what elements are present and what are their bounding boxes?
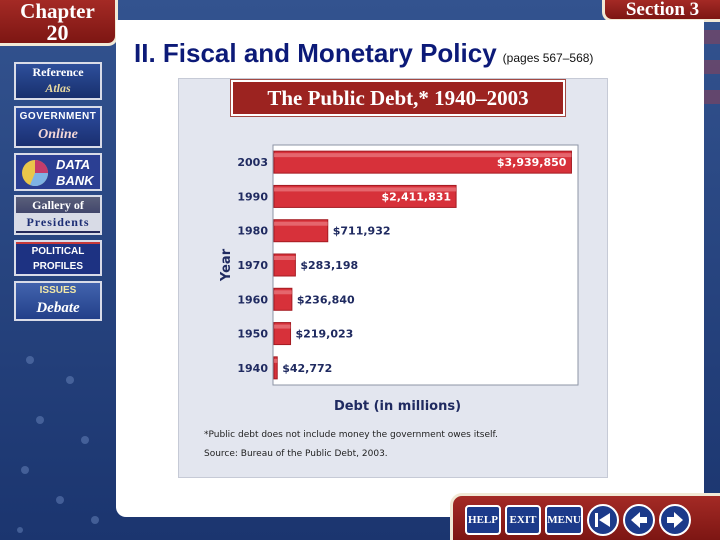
chapter-number: 20 [46, 20, 69, 45]
pie-chart-icon [22, 160, 48, 186]
data-bank-line1: DATA [56, 157, 91, 172]
bar-highlight-1950 [274, 324, 291, 329]
political-profiles-button[interactable]: POLITICAL PROFILES [14, 240, 102, 276]
tick-label-1950: 1950 [237, 328, 268, 341]
value-label-1960: $236,840 [297, 293, 355, 306]
arrow-right-icon [667, 512, 683, 528]
chart-title: The Public Debt,* 1940–2003 [231, 80, 565, 116]
value-label-1940: $42,772 [282, 362, 332, 375]
gallery-line1: Gallery of [32, 198, 84, 212]
bar-highlight-2003 [274, 153, 572, 158]
menu-button[interactable]: MENU [545, 505, 583, 535]
value-label-1950: $219,023 [296, 328, 354, 341]
bar-highlight-1990 [274, 187, 457, 192]
public-debt-chart: 2003 $3,939,850 1990 $2,411,831 1980 $711,932… [204, 144, 579, 459]
value-label-1990: $2,411,831 [381, 190, 451, 203]
x-axis-label: Debt (in millions) [334, 399, 461, 414]
exit-button[interactable]: EXIT [505, 505, 541, 535]
data-bank-button[interactable]: DATA BANK [14, 153, 102, 191]
bottom-nav-bar: HELP EXIT MENU [450, 493, 720, 540]
value-label-1970: $283,198 [300, 259, 358, 272]
reference-atlas-line1: Reference [32, 65, 84, 79]
political-profiles-line1: POLITICAL [16, 244, 100, 259]
bar-highlight-1980 [274, 221, 328, 226]
reference-atlas-button[interactable]: Reference Atlas [14, 62, 102, 100]
issues-line2: Debate [36, 300, 80, 316]
issues-line1: ISSUES [39, 285, 77, 296]
arrow-left-icon [631, 512, 647, 528]
data-bank-line2: BANK [56, 173, 94, 188]
help-button[interactable]: HELP [465, 505, 501, 535]
bar-highlight-1970 [274, 256, 296, 260]
gallery-of-presidents-button[interactable]: Gallery of Presidents [14, 195, 102, 235]
slide-title: II. Fiscal and Monetary Policy (pages 567… [134, 38, 593, 69]
tick-label-1970: 1970 [237, 259, 268, 272]
first-slide-button[interactable] [587, 504, 619, 536]
value-label-2003: $3,939,850 [497, 156, 567, 169]
value-label-1980: $711,932 [333, 225, 391, 238]
y-axis-label: Year [219, 248, 234, 282]
government-online-button[interactable]: GOVERNMENT Online [14, 106, 102, 148]
slide-title-main: II. Fiscal and Monetary Policy [134, 38, 497, 68]
skip-back-icon [595, 513, 610, 527]
previous-slide-button[interactable] [623, 504, 655, 536]
tick-label-2003: 2003 [237, 156, 268, 169]
political-profiles-line2: PROFILES [16, 259, 100, 274]
bar-highlight-1960 [274, 290, 292, 295]
chart-footnote: *Public debt does not include money the … [204, 430, 498, 440]
section-tab: Section 3 [602, 0, 720, 22]
tick-label-1990: 1990 [237, 190, 268, 203]
reference-atlas-line2: Atlas [45, 81, 71, 95]
gallery-line2: Presidents [16, 213, 100, 231]
bar-1940 [273, 356, 278, 380]
tick-label-1940: 1940 [237, 362, 268, 375]
government-online-line2: Online [38, 127, 78, 142]
next-slide-button[interactable] [659, 504, 691, 536]
bar-highlight-1940 [274, 358, 278, 363]
government-online-line1: GOVERNMENT [19, 111, 97, 122]
issues-debate-button[interactable]: ISSUES Debate [14, 281, 102, 321]
chart-source: Source: Bureau of the Public Debt, 2003. [204, 449, 388, 459]
chapter-word: Chapter [20, 0, 95, 23]
slide-title-pages: (pages 567–568) [502, 51, 594, 65]
chapter-tab: Chapter 20 [0, 0, 118, 46]
tick-label-1960: 1960 [237, 293, 268, 306]
tick-label-1980: 1980 [237, 225, 268, 238]
